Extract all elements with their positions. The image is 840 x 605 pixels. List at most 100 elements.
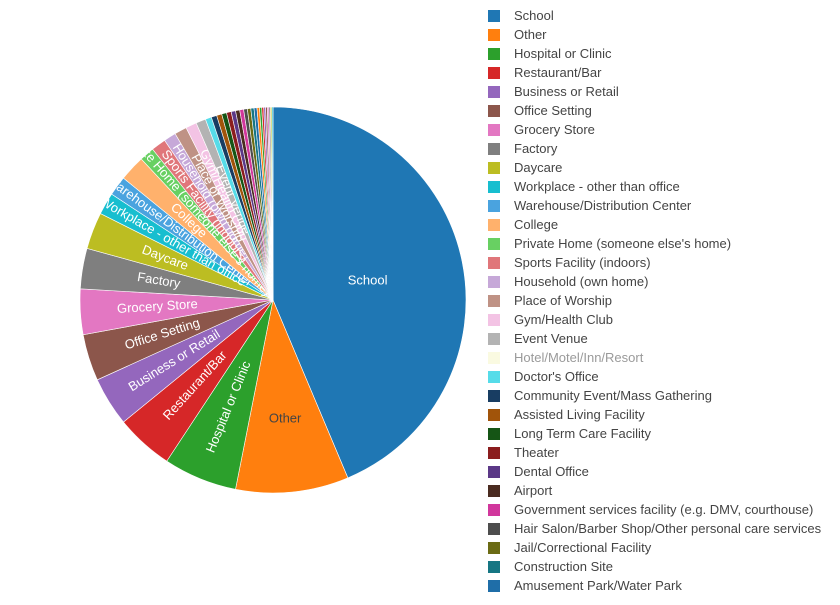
- legend-swatch: [488, 427, 500, 440]
- legend-swatch: [488, 275, 500, 288]
- legend-item[interactable]: Restaurant/Bar: [480, 63, 601, 82]
- legend-label: Construction Site: [514, 559, 613, 574]
- legend-swatch: [488, 256, 500, 269]
- legend-swatch: [488, 484, 500, 497]
- legend-label: Theater: [514, 445, 559, 460]
- legend-swatch: [488, 123, 500, 136]
- legend-swatch: [488, 541, 500, 554]
- legend-label: Community Event/Mass Gathering: [514, 388, 712, 403]
- legend-item[interactable]: Grocery Store: [480, 120, 595, 139]
- legend-label: Airport: [514, 483, 553, 498]
- legend-item[interactable]: Business or Retail: [480, 82, 619, 101]
- legend-item[interactable]: Hotel/Motel/Inn/Resort: [480, 348, 643, 367]
- legend-item[interactable]: Household (own home): [480, 272, 648, 291]
- pie-chart: School Other Hospital or Clinic Restaurant/…: [79, 106, 467, 494]
- legend-swatch: [488, 180, 500, 193]
- legend-swatch: [488, 503, 500, 516]
- legend-label: Factory: [514, 141, 558, 156]
- legend-item[interactable]: Dental Office: [480, 462, 589, 481]
- legend-label: Restaurant/Bar: [514, 65, 602, 80]
- legend-swatch: [488, 294, 500, 307]
- legend-swatch: [488, 313, 500, 326]
- legend-item[interactable]: Workplace - other than office: [480, 177, 680, 196]
- legend-swatch: [488, 28, 500, 41]
- legend-label: College: [514, 217, 559, 232]
- legend-item[interactable]: Amusement Park/Water Park: [480, 576, 682, 595]
- legend-swatch: [488, 85, 500, 98]
- legend-item[interactable]: Daycare: [480, 158, 562, 177]
- legend-label: Hotel/Motel/Inn/Resort: [514, 350, 644, 365]
- legend-swatch: [488, 9, 500, 22]
- legend-item[interactable]: Airport: [480, 481, 552, 500]
- legend-swatch: [488, 370, 500, 383]
- legend-item[interactable]: Warehouse/Distribution Center: [480, 196, 691, 215]
- legend-swatch: [488, 446, 500, 459]
- legend-item[interactable]: Hair Salon/Barber Shop/Other personal ca…: [480, 519, 821, 538]
- legend-item[interactable]: Assisted Living Facility: [480, 405, 645, 424]
- legend-label: Warehouse/Distribution Center: [514, 198, 692, 213]
- legend-item[interactable]: Construction Site: [480, 557, 613, 576]
- legend-swatch: [488, 237, 500, 250]
- legend-label: Hair Salon/Barber Shop/Other personal ca…: [514, 521, 822, 536]
- legend-label: Private Home (someone else's home): [514, 236, 732, 251]
- legend-item[interactable]: Private Home (someone else's home): [480, 234, 731, 253]
- legend-item[interactable]: Doctor's Office: [480, 367, 599, 386]
- legend-item[interactable]: College: [480, 215, 558, 234]
- legend-swatch: [488, 199, 500, 212]
- legend-label: Sports Facility (indoors): [514, 255, 651, 270]
- slice-label: Other: [269, 410, 302, 425]
- legend-label: Daycare: [514, 160, 563, 175]
- legend-item[interactable]: Community Event/Mass Gathering: [480, 386, 712, 405]
- legend-swatch: [488, 104, 500, 117]
- legend-label: Dental Office: [514, 464, 589, 479]
- legend-item[interactable]: Office Setting: [480, 101, 592, 120]
- legend-item[interactable]: Place of Worship: [480, 291, 612, 310]
- legend-swatch: [488, 560, 500, 573]
- legend-swatch: [488, 332, 500, 345]
- legend-swatch: [488, 47, 500, 60]
- legend-swatch: [488, 408, 500, 421]
- legend-item[interactable]: Theater: [480, 443, 559, 462]
- legend-label: Government services facility (e.g. DMV, …: [514, 502, 814, 517]
- legend-label: Long Term Care Facility: [514, 426, 652, 441]
- legend-label: Assisted Living Facility: [514, 407, 645, 422]
- legend-label: Gym/Health Club: [514, 312, 613, 327]
- legend-item[interactable]: Gym/Health Club: [480, 310, 613, 329]
- legend-label: Business or Retail: [514, 84, 619, 99]
- legend-item[interactable]: Factory: [480, 139, 557, 158]
- legend-item[interactable]: Hospital or Clinic: [480, 44, 612, 63]
- legend: School Other Hospital or Clinic Restaurant/…: [480, 0, 840, 600]
- legend-item[interactable]: Long Term Care Facility: [480, 424, 651, 443]
- legend-label: Jail/Correctional Facility: [514, 540, 652, 555]
- legend-swatch: [488, 389, 500, 402]
- pie-slice[interactable]: [272, 106, 467, 479]
- legend-label: Office Setting: [514, 103, 592, 118]
- legend-swatch: [488, 161, 500, 174]
- pie-slice[interactable]: [271, 106, 274, 301]
- legend-label: Hospital or Clinic: [514, 46, 612, 61]
- slice-label: School: [348, 272, 388, 287]
- legend-item[interactable]: Government services facility (e.g. DMV, …: [480, 500, 813, 519]
- legend-item[interactable]: Event Venue: [480, 329, 588, 348]
- legend-label: Amusement Park/Water Park: [514, 578, 682, 593]
- legend-swatch: [488, 142, 500, 155]
- legend-label: Event Venue: [514, 331, 588, 346]
- legend-item[interactable]: School: [480, 6, 554, 25]
- legend-label: Doctor's Office: [514, 369, 599, 384]
- legend-label: School: [514, 8, 554, 23]
- legend-swatch: [488, 465, 500, 478]
- legend-item[interactable]: Jail/Correctional Facility: [480, 538, 651, 557]
- slice-label: Grocery Store: [117, 296, 199, 316]
- legend-label: Household (own home): [514, 274, 649, 289]
- legend-swatch: [488, 579, 500, 592]
- legend-swatch: [488, 522, 500, 535]
- legend-label: Workplace - other than office: [514, 179, 680, 194]
- slice-label: Factory: [136, 269, 182, 291]
- legend-item[interactable]: Sports Facility (indoors): [480, 253, 651, 272]
- legend-swatch: [488, 218, 500, 231]
- legend-label: Place of Worship: [514, 293, 613, 308]
- legend-item[interactable]: Other: [480, 25, 547, 44]
- legend-label: Grocery Store: [514, 122, 595, 137]
- legend-swatch: [488, 66, 500, 79]
